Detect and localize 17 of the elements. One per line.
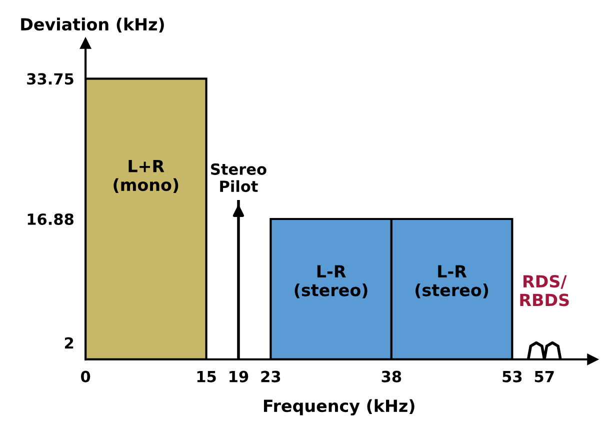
x-tick-label: 53: [502, 370, 522, 382]
x-tick-label: 38: [382, 370, 402, 382]
x-axis-title: Frequency (kHz): [264, 399, 414, 416]
x-tick-label: 19: [230, 370, 248, 382]
y-tick-label: 16.88: [28, 213, 74, 225]
y-tick-label: 33.75: [27, 73, 74, 85]
x-tick-label: 23: [261, 370, 280, 382]
y-tick-label: 2: [65, 337, 74, 349]
x-tick-label: 0: [80, 370, 90, 382]
data-label: L-R (stereo): [416, 265, 488, 298]
y-axis-title: Deviation (kHz): [21, 18, 164, 33]
data-label: L-R (stereo): [294, 265, 368, 298]
x-tick-label: 15: [197, 370, 216, 382]
ref-line-label: Stereo Pilot: [211, 163, 266, 192]
x-tick-label: 57: [534, 370, 554, 382]
text: RDS/ RBDS: [520, 274, 569, 306]
data-label: L+R (mono): [114, 160, 178, 194]
